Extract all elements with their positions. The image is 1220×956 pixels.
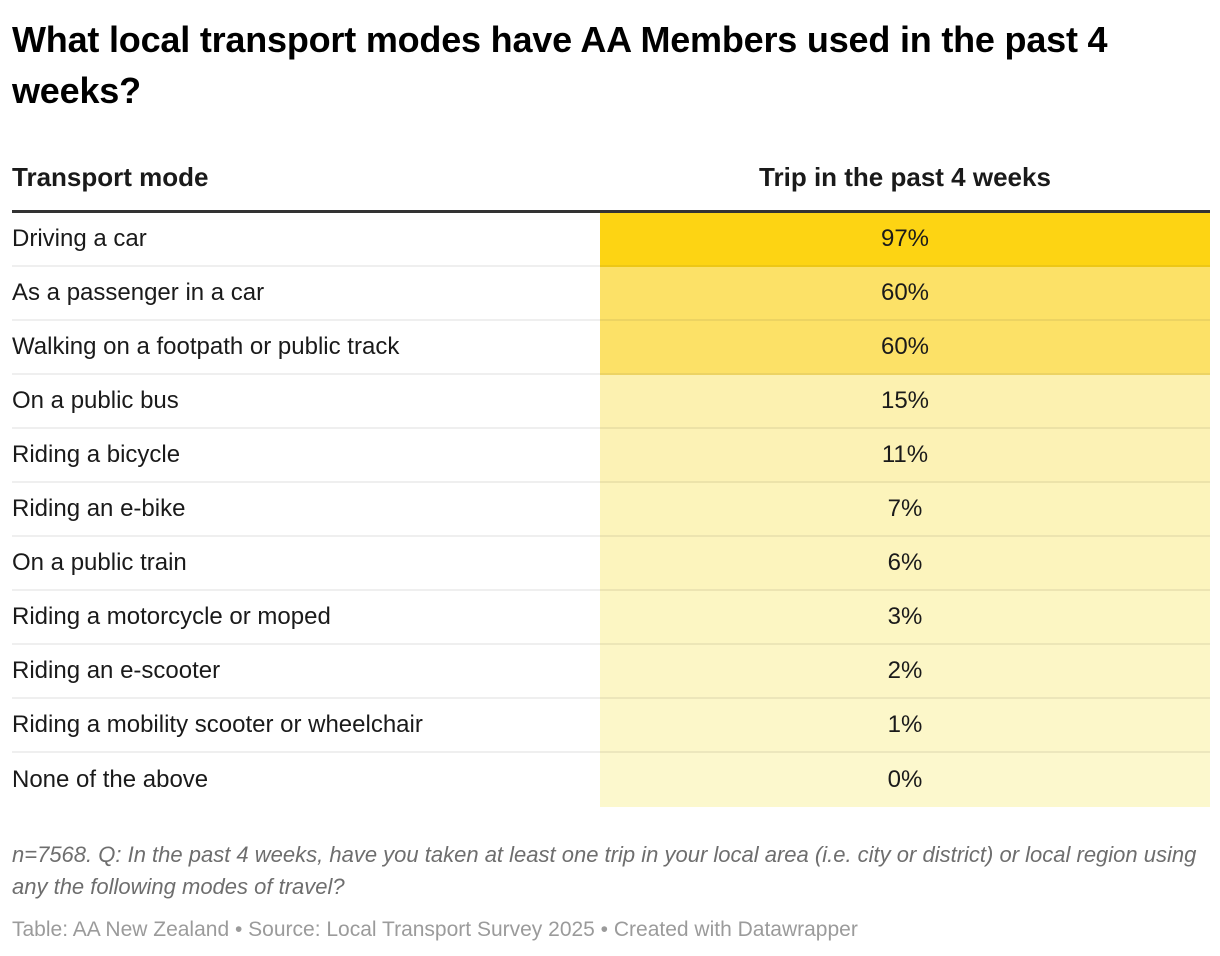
- row-value-heatmap-cell: 7%: [600, 483, 1210, 538]
- page-title: What local transport modes have AA Membe…: [12, 19, 1108, 112]
- row-label: Riding an e-scooter: [12, 645, 600, 700]
- footnote-question: n=7568. Q: In the past 4 weeks, have you…: [12, 842, 1197, 899]
- row-value-heatmap-cell: 6%: [600, 537, 1210, 592]
- table-row: Driving a car 97%: [12, 213, 1210, 268]
- row-label: None of the above: [12, 766, 209, 794]
- row-value-heatmap-cell: 0%: [600, 753, 1210, 808]
- byline-source-attribution: Table: AA New Zealand • Source: Local Tr…: [12, 917, 858, 941]
- row-label: Riding a mobility scooter or wheelchair: [12, 699, 600, 754]
- row-value-heatmap-cell: 2%: [600, 645, 1210, 700]
- row-value-heatmap-cell: 60%: [600, 321, 1210, 376]
- column-header-transport-mode: Transport mode: [12, 162, 209, 193]
- table-row: On a public bus 15%: [12, 375, 1210, 430]
- table-row: On a public train 6%: [12, 537, 1210, 592]
- row-label: Riding a bicycle: [12, 429, 600, 484]
- table-row: Riding a motorcycle or moped 3%: [12, 591, 1210, 646]
- row-label: On a public bus: [12, 375, 600, 430]
- row-value-heatmap-cell: 11%: [600, 429, 1210, 484]
- table-row: Riding an e-bike 7%: [12, 483, 1210, 538]
- table-body: Driving a car 97% As a passenger in a ca…: [12, 210, 1210, 808]
- table-row: None of the above 0%: [12, 753, 1210, 808]
- row-value-heatmap-cell: 97%: [600, 213, 1210, 268]
- table-header: Transport mode Trip in the past 4 weeks: [12, 162, 1210, 193]
- row-label: As a passenger in a car: [12, 267, 600, 322]
- row-label: Walking on a footpath or public track: [12, 321, 600, 376]
- row-label: Riding an e-bike: [12, 483, 600, 538]
- row-label: On a public train: [12, 537, 600, 592]
- row-label: Riding a motorcycle or moped: [12, 591, 600, 646]
- table-row: Riding a mobility scooter or wheelchair …: [12, 699, 1210, 754]
- table-row: As a passenger in a car 60%: [12, 267, 1210, 322]
- row-label: Driving a car: [12, 213, 600, 268]
- row-value-heatmap-cell: 15%: [600, 375, 1210, 430]
- table-row: Walking on a footpath or public track 60…: [12, 321, 1210, 376]
- table-row: Riding a bicycle 11%: [12, 429, 1210, 484]
- column-header-trip-past-4-weeks: Trip in the past 4 weeks: [759, 162, 1051, 193]
- table-row: Riding an e-scooter 2%: [12, 645, 1210, 700]
- row-value-heatmap-cell: 1%: [600, 699, 1210, 754]
- row-value-heatmap-cell: 60%: [600, 267, 1210, 322]
- row-value-heatmap-cell: 3%: [600, 591, 1210, 646]
